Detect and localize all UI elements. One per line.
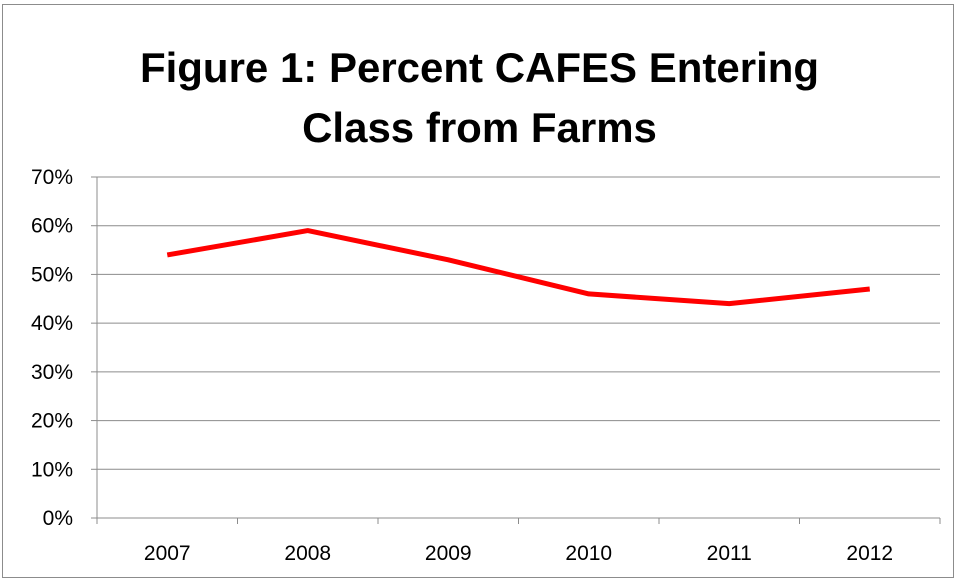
y-tick-label: 50% [31, 263, 73, 286]
y-tick-label: 30% [31, 361, 73, 384]
y-tick-label: 40% [31, 312, 73, 335]
x-tick-label: 2009 [425, 542, 472, 565]
chart-frame [2, 4, 954, 578]
x-tick-label: 2010 [565, 542, 612, 565]
series-line [166, 228, 871, 307]
y-tick-label: 0% [43, 507, 73, 530]
y-tick-label: 60% [31, 215, 73, 238]
y-tick-label: 20% [31, 410, 73, 433]
chart-title-line-1: Figure 1: Percent CAFES Entering [139, 44, 820, 91]
x-tick-label: 2011 [707, 542, 752, 565]
chart-title-line-2: Class from Farms [302, 104, 657, 151]
x-tick-label: 2007 [144, 542, 191, 565]
x-tick-label: 2012 [846, 542, 893, 565]
y-tick-label: 70% [31, 166, 73, 189]
x-tick-label: 2008 [284, 542, 331, 565]
chart-title: Figure 1: Percent CAFES Entering Class f… [0, 38, 959, 158]
y-tick-label: 10% [31, 458, 73, 481]
